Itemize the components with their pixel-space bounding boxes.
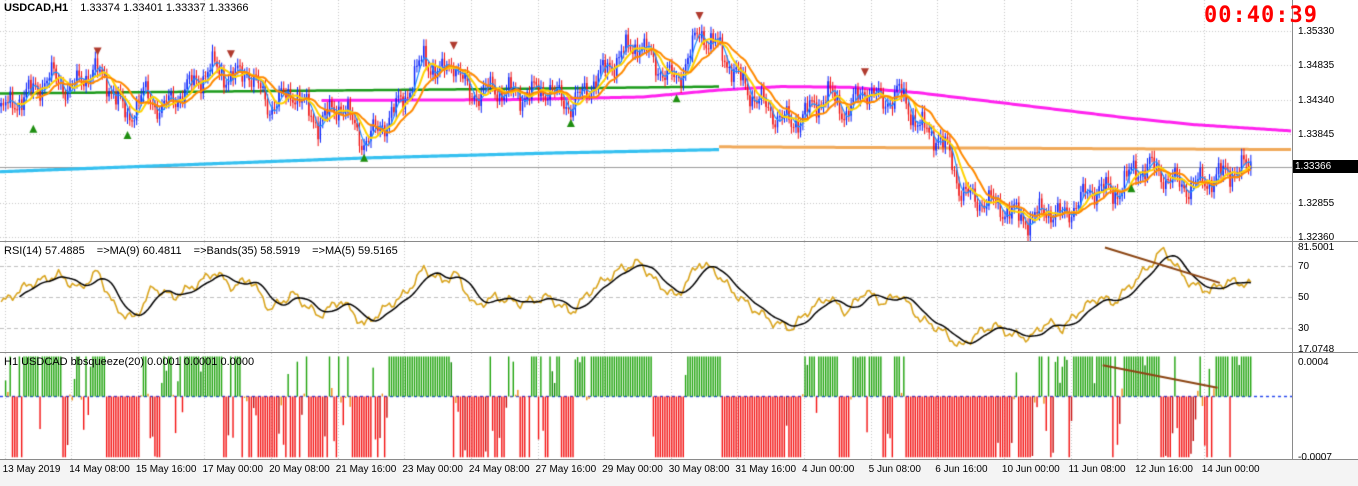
rsi-indicator-canvas[interactable] xyxy=(0,242,1292,352)
rsi-axis-label: 50 xyxy=(1298,292,1310,303)
time-axis-label: 31 May 16:00 xyxy=(735,464,797,475)
price-axis-label: 1.34340 xyxy=(1298,94,1335,106)
price-axis-label: 1.35330 xyxy=(1298,26,1335,38)
price-axis-separator xyxy=(1292,0,1293,460)
time-axis-label: 4 Jun 00:00 xyxy=(802,464,855,475)
bbsqueeze-header: H1 USDCAD bbsqueeze(20) 0.0001 0.0001 0.… xyxy=(4,356,255,368)
rsi-bands-label: =>Bands(35) 58.5919 xyxy=(193,245,301,257)
symbol-timeframe-label: USDCAD,H1 xyxy=(4,2,69,14)
squeeze-axis-label: -0.0007 xyxy=(1298,452,1332,464)
ohlc-values: 1.33374 1.33401 1.33337 1.33366 xyxy=(80,2,249,14)
time-axis-label: 27 May 16:00 xyxy=(535,464,597,475)
price-chart-canvas[interactable] xyxy=(0,0,1292,241)
time-axis-label: 24 May 08:00 xyxy=(468,464,530,475)
time-axis-separator xyxy=(0,459,1358,460)
time-axis-label: 14 May 08:00 xyxy=(69,464,130,475)
bbsqueeze-indicator-canvas[interactable] xyxy=(0,353,1292,459)
time-axis-label: 11 Jun 08:00 xyxy=(1068,464,1126,475)
candle-countdown-timer: 00:40:39 xyxy=(1204,3,1318,28)
rsi-axis-label: 30 xyxy=(1298,323,1310,335)
price-axis-label: 1.33845 xyxy=(1298,129,1335,140)
squeeze-axis-label: 0.0004 xyxy=(1298,356,1329,368)
time-axis-label: 17 May 00:00 xyxy=(202,464,264,475)
price-axis-label: 1.34835 xyxy=(1298,60,1335,72)
rsi-axis-label: 17.0748 xyxy=(1298,343,1335,355)
pane-separator-1[interactable] xyxy=(0,241,1358,242)
chart-title: USDCAD,H1 1.33374 1.33401 1.33337 1.3336… xyxy=(4,2,257,14)
time-axis-label: 30 May 08:00 xyxy=(668,464,730,475)
time-axis-label: 29 May 00:00 xyxy=(602,464,663,475)
time-axis-label: 6 Jun 16:00 xyxy=(935,464,988,475)
time-axis xyxy=(0,460,1358,486)
rsi-ma5-label: =>MA(5) 59.5165 xyxy=(312,245,398,257)
rsi-value-label: RSI(14) 57.4885 xyxy=(4,245,85,257)
rsi-axis-label: 70 xyxy=(1298,260,1310,272)
rsi-header: RSI(14) 57.4885 =>MA(9) 60.4811 =>Bands(… xyxy=(4,245,407,257)
price-axis-label: 1.32855 xyxy=(1298,197,1335,209)
time-axis-label: 20 May 08:00 xyxy=(269,464,330,475)
time-axis-label: 15 May 16:00 xyxy=(135,464,197,475)
time-axis-label: 14 Jun 00:00 xyxy=(1201,464,1260,475)
time-axis-label: 5 Jun 08:00 xyxy=(868,464,921,475)
time-axis-label: 10 Jun 00:00 xyxy=(1001,464,1060,475)
price-axis-label: 1.32360 xyxy=(1298,231,1335,243)
rsi-axis-label: 81.5001 xyxy=(1298,242,1335,254)
time-axis-label: 21 May 16:00 xyxy=(335,464,397,475)
time-axis-label: 12 Jun 16:00 xyxy=(1135,464,1193,475)
pane-separator-2[interactable] xyxy=(0,352,1358,353)
rsi-ma9-label: =>MA(9) 60.4811 xyxy=(96,245,182,257)
time-axis-label: 23 May 00:00 xyxy=(402,464,463,475)
time-axis-label: 13 May 2019 xyxy=(2,464,61,475)
current-price-badge: 1.33366 xyxy=(1293,160,1358,174)
